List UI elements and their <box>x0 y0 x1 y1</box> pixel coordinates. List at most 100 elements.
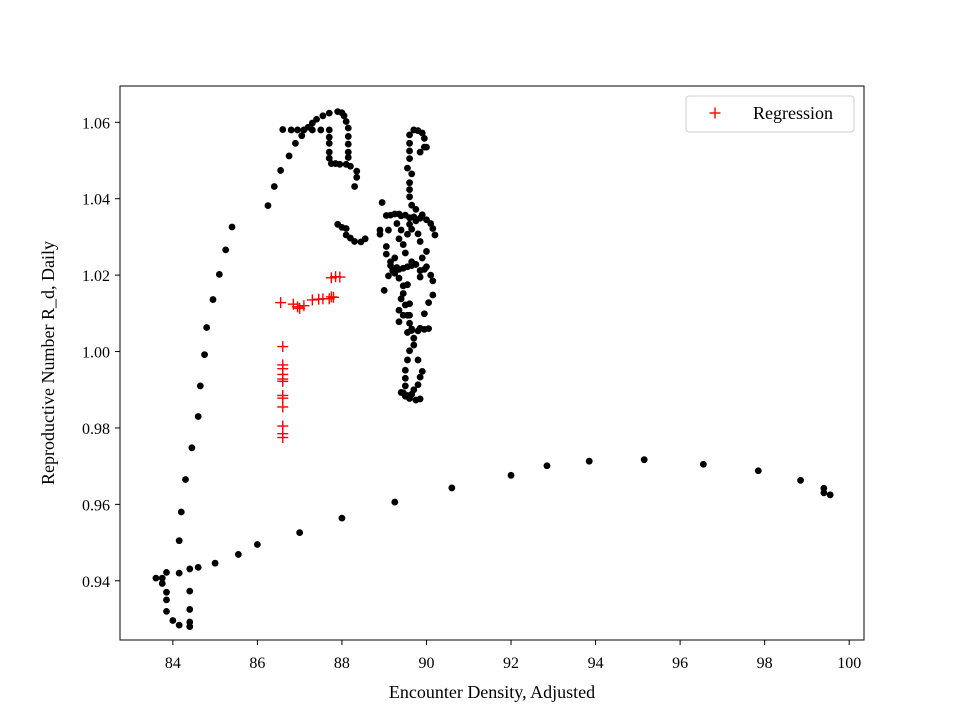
x-tick-label: 92 <box>503 655 519 672</box>
data-point <box>414 230 422 238</box>
data-point <box>344 124 352 132</box>
data-point <box>344 154 352 161</box>
legend-box <box>685 95 855 133</box>
data-point <box>228 223 236 231</box>
data-point <box>163 568 170 576</box>
data-point <box>351 238 359 245</box>
data-point <box>416 395 424 403</box>
data-point <box>543 462 551 470</box>
data-point <box>175 621 183 629</box>
y-tick-label: 1.06 <box>82 115 110 132</box>
data-point <box>186 606 194 613</box>
data-point <box>287 126 295 134</box>
data-point <box>404 281 411 289</box>
data-point <box>325 109 333 117</box>
data-point <box>416 148 424 156</box>
data-point <box>201 351 208 358</box>
data-point <box>344 133 352 140</box>
data-point <box>209 296 217 303</box>
data-point <box>175 537 183 545</box>
data-point <box>158 580 166 587</box>
data-point <box>797 476 804 484</box>
data-point <box>382 250 390 258</box>
data-point <box>188 444 196 452</box>
data-point <box>448 484 456 492</box>
data-point <box>410 213 418 221</box>
data-point <box>395 306 403 314</box>
data-point <box>408 170 416 178</box>
legend-plus-mark <box>709 107 721 119</box>
data-point <box>163 596 170 604</box>
data-point <box>353 167 361 175</box>
data-point <box>344 140 352 148</box>
data-point <box>399 311 407 319</box>
x-tick-label: 86 <box>249 655 265 672</box>
data-marks <box>152 108 834 631</box>
data-point <box>397 226 405 234</box>
data-point <box>319 112 327 120</box>
data-point <box>404 164 411 172</box>
x-tick-label: 84 <box>165 655 181 672</box>
data-point <box>194 564 202 571</box>
regression-point <box>306 294 318 306</box>
regression-point <box>277 341 289 353</box>
data-point <box>163 588 170 596</box>
data-point <box>186 587 194 595</box>
data-point <box>416 238 424 245</box>
data-point <box>186 565 194 573</box>
data-point <box>325 148 333 156</box>
data-point <box>152 574 160 582</box>
data-point <box>408 327 416 334</box>
data-point <box>325 139 333 147</box>
data-point <box>163 607 170 615</box>
data-point <box>418 254 426 262</box>
data-point <box>387 262 394 269</box>
data-point <box>406 147 413 155</box>
y-tick-label: 0.94 <box>82 574 110 591</box>
legend-label-regression: Regression <box>753 103 833 123</box>
data-point <box>385 272 392 280</box>
data-point <box>215 270 223 278</box>
regression-point <box>327 291 339 303</box>
data-point <box>296 529 304 537</box>
data-point <box>826 491 834 499</box>
data-point <box>395 318 403 326</box>
data-point <box>406 179 413 187</box>
data-point <box>186 618 194 626</box>
data-point <box>194 413 202 420</box>
legend: Regression <box>685 95 855 133</box>
data-point <box>294 126 301 134</box>
data-point <box>361 235 369 243</box>
data-point <box>346 162 354 170</box>
data-point <box>406 347 413 355</box>
data-point <box>196 382 204 390</box>
data-point <box>414 381 422 389</box>
data-point <box>175 569 183 577</box>
regression-point <box>277 375 289 387</box>
data-point <box>325 126 333 134</box>
regression-point <box>275 297 287 309</box>
data-point <box>401 366 409 374</box>
data-point <box>585 457 593 465</box>
data-point <box>401 382 409 390</box>
data-point <box>418 368 426 375</box>
data-point <box>285 152 293 160</box>
data-point <box>427 271 435 279</box>
data-point <box>406 193 413 201</box>
data-point <box>399 290 407 297</box>
data-point <box>253 541 261 548</box>
data-point <box>406 155 413 162</box>
data-point <box>699 460 707 468</box>
data-point <box>270 183 278 190</box>
data-point <box>416 273 424 281</box>
data-point <box>404 356 411 364</box>
regression-point <box>292 301 304 313</box>
data-point <box>406 319 413 327</box>
x-tick-label: 90 <box>418 655 434 672</box>
data-point <box>277 167 285 174</box>
data-point <box>376 230 384 238</box>
x-tick-label: 88 <box>334 655 350 672</box>
data-point <box>264 202 272 209</box>
data-point <box>412 206 420 213</box>
